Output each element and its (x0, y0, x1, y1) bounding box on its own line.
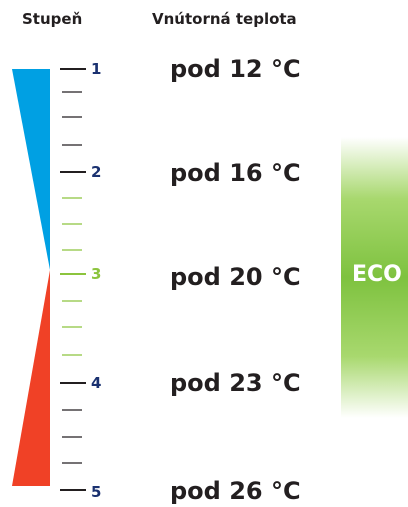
temperature-level-3: pod 20 °C (170, 263, 301, 291)
scale-ticks (60, 68, 86, 491)
temperature-level-5: pod 26 °C (170, 477, 301, 505)
level-3-label: 3 (91, 265, 102, 283)
level-4-label: 4 (91, 374, 102, 392)
level-1-label: 1 (91, 60, 102, 78)
column-header-level: Stupeň (22, 10, 83, 28)
column-header-temperature: Vnútorná teplota (152, 10, 297, 28)
warm-wedge (12, 270, 50, 486)
level-2-label: 2 (91, 163, 102, 181)
eco-label: ECO (352, 262, 402, 287)
cold-wedge (12, 69, 50, 270)
temperature-level-1: pod 12 °C (170, 55, 301, 83)
eco-band (341, 137, 408, 418)
temperature-level-4: pod 23 °C (170, 369, 301, 397)
level-5-label: 5 (91, 483, 102, 501)
temperature-level-2: pod 16 °C (170, 159, 301, 187)
